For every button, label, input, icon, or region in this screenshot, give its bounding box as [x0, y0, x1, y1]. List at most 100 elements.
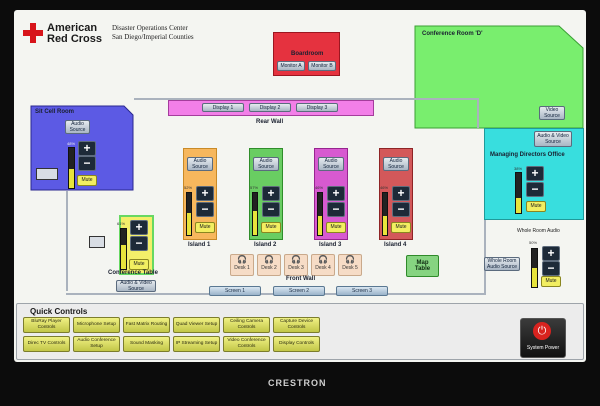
boardroom-title: Boardroom: [291, 51, 324, 57]
conference-equipment-icon: [89, 236, 105, 248]
quick-control-direc-tv-controls-button[interactable]: Direc TV Controls: [23, 336, 70, 352]
island-1-volume-up-button[interactable]: +: [196, 186, 214, 201]
conference-table-volume-down-button[interactable]: −: [130, 236, 148, 251]
conference-table-mute-button[interactable]: Mute: [129, 259, 149, 270]
desk-4-button[interactable]: 🎧 Desk 4: [311, 254, 335, 276]
island-4-mute-button[interactable]: Mute: [391, 222, 411, 233]
map-table-button[interactable]: Map Table: [406, 255, 439, 277]
quick-control-video-conference-controls-button[interactable]: Video Conference Controls: [223, 336, 270, 352]
conference-room-d-title: Conference Room 'D': [422, 31, 483, 37]
managing-directors-volume-up-button[interactable]: +: [526, 166, 544, 181]
managing-directors-source-button[interactable]: Audio & Video Source: [534, 131, 572, 147]
managing-directors-volume-slider[interactable]: [515, 172, 522, 214]
island-4-volume-slider[interactable]: [382, 192, 388, 236]
whole-room-volume-fill: [532, 268, 537, 287]
screen-1-button[interactable]: Screen 1: [209, 286, 261, 296]
touch-panel-screen: American Red Cross Disaster Operations C…: [14, 10, 586, 362]
sit-cell-audio-source-button[interactable]: Audio Source: [65, 120, 90, 134]
system-power-button[interactable]: ⏻ System Power: [520, 318, 566, 358]
quick-control-microphone-setup-button[interactable]: Microphone Setup: [73, 317, 120, 333]
quick-control-audio-conference-setup-button[interactable]: Audio Conference Setup: [73, 336, 120, 352]
island-1-volume-slider[interactable]: [186, 192, 192, 236]
quick-control-ip-streaming-setup-button[interactable]: IP Streaming Setup: [173, 336, 220, 352]
island-4-volume-up-button[interactable]: +: [392, 186, 410, 201]
whole-room-mute-button[interactable]: Mute: [541, 276, 561, 287]
island-2-volume-up-button[interactable]: +: [262, 186, 280, 201]
display-1-button[interactable]: Display 1: [202, 103, 244, 112]
island-3-name: Island 3: [319, 242, 342, 248]
sit-cell-volume-down-button[interactable]: −: [78, 156, 96, 171]
desk-5-button[interactable]: 🎧 Desk 5: [338, 254, 362, 276]
rear-wall-title: Rear Wall: [256, 119, 284, 125]
system-power-label: System Power: [526, 345, 560, 351]
desk-label: Desk 4: [315, 265, 331, 271]
quick-controls-title: Quick Controls: [30, 307, 88, 316]
island-2-volume-down-button[interactable]: −: [262, 202, 280, 217]
conference-table-source-button[interactable]: Audio & Video Source: [116, 280, 156, 292]
island-3-volume-pct: 46%: [315, 185, 324, 190]
quick-control-capture-device-controls-button[interactable]: Capture Device Controls: [273, 317, 320, 333]
quick-control-bluray-player-controls-button[interactable]: BluRay Player Controls: [23, 317, 70, 333]
desk-3-button[interactable]: 🎧 Desk 3: [284, 254, 308, 276]
desk-label: Desk 3: [288, 265, 304, 271]
managing-directors-volume-down-button[interactable]: −: [526, 182, 544, 197]
sit-cell-mute-button[interactable]: Mute: [77, 175, 97, 186]
room-wall-right: [477, 98, 479, 128]
conference-table-volume-slider[interactable]: [120, 228, 127, 270]
screen-3-button[interactable]: Screen 3: [336, 286, 388, 296]
island-1-volume-pct: 52%: [184, 185, 193, 190]
whole-room-audio-source-button[interactable]: Whole Room Audio Source: [484, 257, 520, 271]
managing-directors-mute-button[interactable]: Mute: [526, 201, 546, 212]
conference-table-volume-up-button[interactable]: +: [130, 220, 148, 235]
center-name-line2: San Diego/Imperial Counties: [112, 33, 194, 41]
island-3-mute-button[interactable]: Mute: [326, 222, 346, 233]
quick-control-fast-matrix-routing-button[interactable]: Fast Matrix Routing: [123, 317, 170, 333]
island-2-volume-fill: [253, 211, 257, 235]
boardroom-panel: Boardroom Monitor A Monitor B: [273, 32, 340, 76]
display-2-button[interactable]: Display 2: [249, 103, 291, 112]
island-3-volume-down-button[interactable]: −: [327, 202, 345, 217]
org-name-line1: American: [47, 22, 98, 34]
conference-d-video-source-button[interactable]: Video Source: [539, 106, 565, 120]
room-wall-top: [134, 98, 479, 100]
island-2-mute-button[interactable]: Mute: [261, 222, 281, 233]
island-2-volume-slider[interactable]: [252, 192, 258, 236]
island-1-mute-button[interactable]: Mute: [195, 222, 215, 233]
org-name-line2: Red Cross: [47, 33, 103, 45]
sit-cell-volume-up-button[interactable]: +: [78, 141, 96, 156]
island-4-audio-source-button[interactable]: Audio Source: [383, 157, 409, 171]
quick-control-quad-viewer-setup-button[interactable]: Quad Viewer Setup: [173, 317, 220, 333]
quick-control-display-controls-button[interactable]: Display Controls: [273, 336, 320, 352]
island-4-volume-fill: [383, 215, 387, 235]
whole-room-volume-up-button[interactable]: +: [542, 246, 560, 261]
whole-room-volume-pct: 50%: [529, 240, 538, 245]
island-3-volume-up-button[interactable]: +: [327, 186, 345, 201]
desk-label: Desk 1: [234, 265, 250, 271]
display-3-button[interactable]: Display 3: [296, 103, 338, 112]
island-4-volume-down-button[interactable]: −: [392, 202, 410, 217]
island-3-audio-source-button[interactable]: Audio Source: [318, 157, 344, 171]
whole-room-volume-down-button[interactable]: −: [542, 261, 560, 276]
conference-room-d-panel: [414, 25, 584, 129]
quick-control-ceiling-camera-controls-button[interactable]: Ceiling Camera Controls: [223, 317, 270, 333]
island-3-volume-fill: [318, 215, 322, 235]
sit-cell-volume-slider[interactable]: [68, 147, 75, 189]
screen-2-button[interactable]: Screen 2: [273, 286, 325, 296]
island-2-name: Island 2: [254, 242, 277, 248]
monitor-a-button[interactable]: Monitor A: [277, 61, 305, 71]
island-2-audio-source-button[interactable]: Audio Source: [253, 157, 279, 171]
desk-2-button[interactable]: 🎧 Desk 2: [257, 254, 281, 276]
island-1-volume-down-button[interactable]: −: [196, 202, 214, 217]
whole-room-volume-slider[interactable]: [531, 248, 538, 288]
headphones-icon: 🎧: [291, 255, 301, 264]
desk-1-button[interactable]: 🎧 Desk 1: [230, 254, 254, 276]
conference-table-volume-fill: [121, 244, 126, 269]
headphones-icon: 🎧: [345, 255, 355, 264]
quick-control-sound-masking-button[interactable]: Sound Masking: [123, 336, 170, 352]
headphones-icon: 🎧: [237, 255, 247, 264]
monitor-b-button[interactable]: Monitor B: [308, 61, 336, 71]
managing-directors-volume-fill: [516, 197, 521, 213]
island-3-volume-slider[interactable]: [317, 192, 323, 236]
island-1-audio-source-button[interactable]: Audio Source: [187, 157, 213, 171]
map-table-label: Map Table: [414, 260, 431, 272]
